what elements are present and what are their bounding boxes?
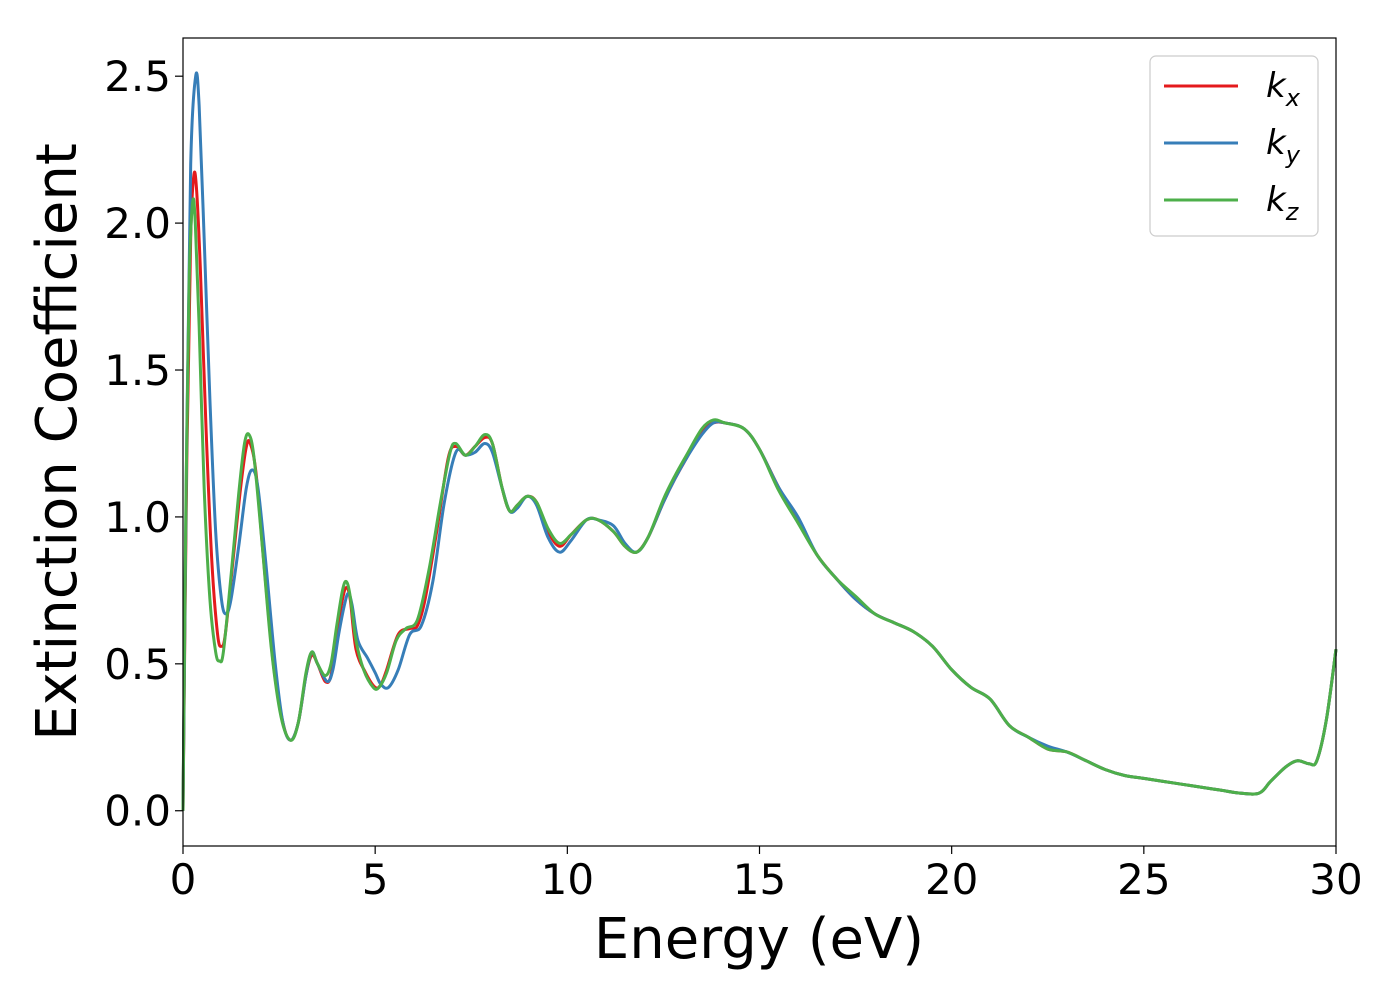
x-tick-label: 20 — [925, 855, 978, 904]
y-tick-label: 2.5 — [104, 52, 171, 101]
y-tick-label: 1.0 — [104, 493, 171, 542]
x-tick-label: 25 — [1117, 855, 1170, 904]
legend-label-kz: kz — [1266, 180, 1300, 226]
y-tick-label: 0.5 — [104, 640, 171, 689]
series-line-kx — [181, 170, 1338, 811]
y-axis-title: Extinction Coefficient — [25, 143, 90, 741]
y-tick-label: 0.0 — [104, 787, 171, 836]
y-tick-label: 2.0 — [104, 199, 171, 248]
x-tick-label: 30 — [1309, 855, 1362, 904]
x-tick-label: 0 — [170, 855, 197, 904]
legend: kx ky kz — [1149, 55, 1319, 237]
x-tick-label: 10 — [541, 855, 594, 904]
x-tick-label: 5 — [362, 855, 389, 904]
legend-label-kx: kx — [1266, 66, 1301, 112]
y-axis-ticks: 0.0 0.5 1.0 1.5 2.0 2.5 — [104, 52, 183, 836]
legend-label-ky: ky — [1266, 123, 1301, 169]
series-line-kz — [181, 197, 1338, 811]
x-axis-ticks: 0 5 10 15 20 25 30 — [170, 846, 1363, 904]
plot-lines — [181, 71, 1338, 811]
legend-box — [1149, 55, 1319, 237]
x-axis-title: Energy (eV) — [594, 907, 924, 972]
x-tick-label: 15 — [733, 855, 786, 904]
y-tick-label: 1.5 — [104, 346, 171, 395]
